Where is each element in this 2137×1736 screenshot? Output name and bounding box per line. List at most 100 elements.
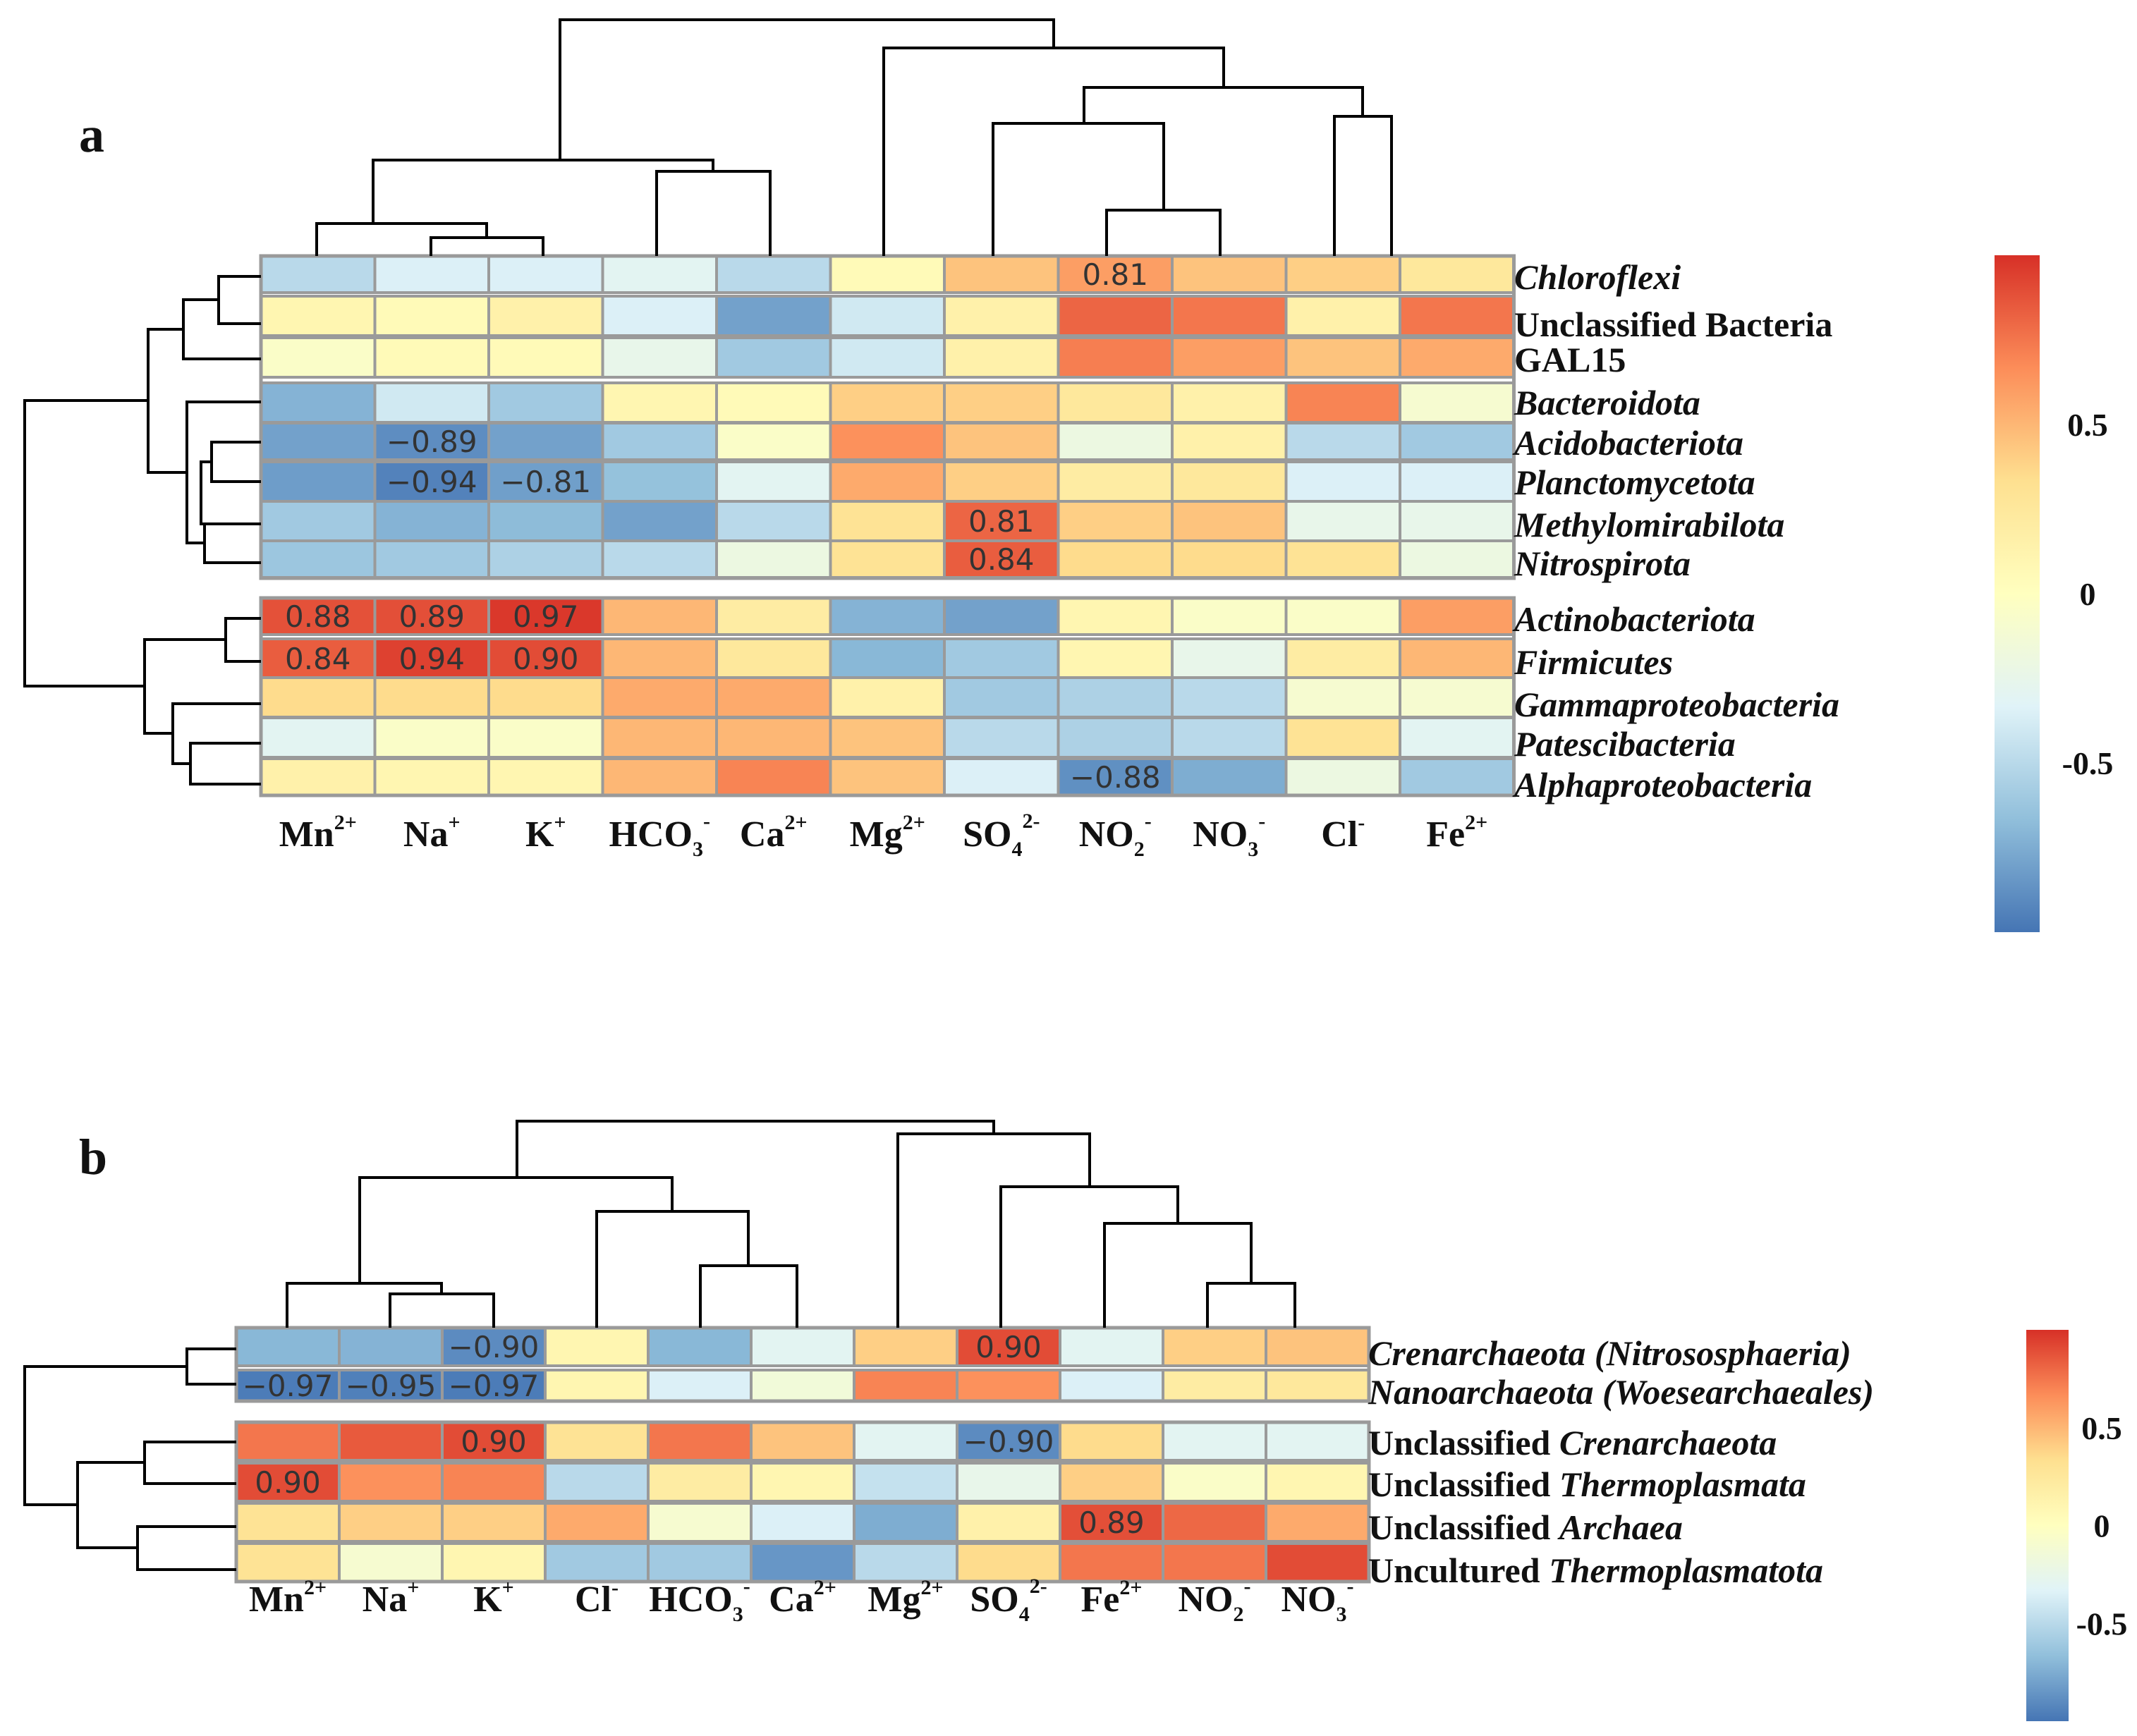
- cell-value-label: 0.89: [1078, 1505, 1145, 1540]
- heatmap-cell: [260, 500, 377, 542]
- colorbar-tick-label: 0.5: [2081, 1410, 2122, 1446]
- heatmap-cell: [487, 539, 604, 579]
- cell-value-label: 0.90: [461, 1424, 527, 1459]
- heatmap-cell: [715, 597, 832, 636]
- heatmap-cell: [441, 1326, 547, 1367]
- heatmap-cell: [1057, 422, 1174, 461]
- heatmap-cell: [715, 757, 832, 797]
- dendrogram-branch: [315, 222, 488, 256]
- heatmap-cell: [1162, 1369, 1267, 1402]
- column-label: Cl-: [1321, 811, 1365, 855]
- row-group-frame: [234, 1326, 1371, 1403]
- heatmap-cell: [1399, 422, 1516, 461]
- panel-b: b −0.90 0.90 −0.97 −0.95 −0.97 0.90 −0.90 0.90 0.…: [23, 1120, 2127, 1721]
- heatmap-cell: [601, 500, 718, 542]
- cell-value-label: −0.88: [1070, 760, 1161, 795]
- heatmap-cell: [1057, 295, 1174, 337]
- column-label: Ca2+: [740, 811, 808, 855]
- row-label: Chloroflexi: [1514, 257, 1681, 297]
- heatmap-cell: [601, 381, 718, 424]
- heatmap-cell: [487, 381, 604, 424]
- heatmap-cell: [829, 597, 946, 636]
- row-label: Acidobacteriota: [1512, 423, 1743, 463]
- heatmap-cell: [943, 295, 1060, 337]
- heatmap-cell: [829, 500, 946, 542]
- column-label: Na+: [363, 1576, 420, 1620]
- dendrogram-branch: [1103, 1222, 1253, 1328]
- heatmap-cell: [601, 676, 718, 719]
- row-label: Gammaproteobacteria: [1514, 685, 1839, 724]
- heatmap-cell: [1057, 381, 1174, 424]
- dendrogram-branch: [1105, 209, 1222, 256]
- colorbar-tick-label: 0: [2094, 1508, 2110, 1544]
- heatmap-cell: [1171, 597, 1288, 636]
- panel-a: a0.81−0.89−0.94 −0.810.810.840.88 0.89 0.97…: [23, 18, 2114, 932]
- heatmap-cell: [943, 422, 1060, 461]
- dendrogram-branch: [185, 401, 261, 544]
- column-dendrogram: [315, 18, 1393, 256]
- panel-label: b: [79, 1129, 107, 1185]
- row-label: Nanoarchaeota (Woesearchaeales): [1368, 1372, 1874, 1412]
- heatmap-cell: [829, 539, 946, 579]
- row-group-frame: [259, 254, 1516, 580]
- column-dendrogram: [286, 1120, 1296, 1328]
- heatmap-cell: [1057, 255, 1174, 294]
- heatmap-cell: [647, 1421, 753, 1462]
- heatmap-cell: [647, 1502, 753, 1543]
- heatmap-cell: [715, 295, 832, 337]
- heatmap-cell: [715, 716, 832, 759]
- heatmap-cell: [750, 1542, 856, 1583]
- heatmap-cell: [235, 1502, 341, 1543]
- row-label: Methylomirabilota: [1514, 505, 1784, 544]
- heatmap-cell: [544, 1421, 650, 1462]
- heatmap-cell: [1057, 597, 1174, 636]
- heatmap-cell: [647, 1462, 753, 1503]
- cell-value-label: 0.84: [968, 542, 1035, 577]
- heatmap-cell: [338, 1502, 444, 1543]
- heatmap-cell: [544, 1542, 650, 1583]
- row-label: Bacteroidota: [1514, 383, 1700, 422]
- heatmap-cell: [715, 676, 832, 719]
- dendrogram-branch: [286, 1282, 443, 1328]
- heatmap-cell: [1265, 1462, 1370, 1503]
- row-label: Nitrospirota: [1514, 544, 1691, 583]
- dendrogram-branch: [389, 1292, 495, 1328]
- dendrogram-branch: [1333, 115, 1393, 256]
- row-label: Uncultured Thermoplasmatota: [1368, 1551, 1823, 1590]
- heatmap-cell: [601, 597, 718, 636]
- heatmap-cell: [1059, 1369, 1164, 1402]
- heatmap-cell: [1265, 1326, 1370, 1367]
- colorbar-tick-label: -0.5: [2062, 745, 2114, 781]
- heatmap-cell: [544, 1462, 650, 1503]
- heatmap-cell: [829, 381, 946, 424]
- heatmap-cell: [956, 1326, 1061, 1367]
- heatmap-cell: [1171, 336, 1288, 379]
- heatmap-cell: [829, 757, 946, 797]
- row-label: Unclassified Thermoplasmata: [1368, 1465, 1806, 1504]
- column-label: SO42-: [970, 1575, 1047, 1626]
- heatmap-cell: [750, 1462, 856, 1503]
- heatmap-cell: [373, 676, 490, 719]
- heatmap-cell: [235, 1421, 341, 1462]
- heatmap-cell: [487, 637, 604, 680]
- column-label: NO3-: [1193, 809, 1265, 861]
- heatmap-cell: [373, 381, 490, 424]
- row-label: Crenarchaeota (Nitrososphaeria): [1368, 1333, 1851, 1373]
- heatmap-cell: [715, 336, 832, 379]
- heatmap-cell: [373, 422, 490, 461]
- heatmap-cell: [1399, 381, 1516, 424]
- dendrogram-branch: [559, 18, 1055, 160]
- heatmap-cell: [1059, 1502, 1164, 1543]
- dendrogram-branch: [699, 1264, 798, 1328]
- row-group-frame: [259, 596, 1516, 797]
- heatmap-cell: [1284, 460, 1401, 503]
- dendrogram-branch: [882, 47, 1225, 256]
- heatmap-cell: [1284, 422, 1401, 461]
- heatmap-cell: [1059, 1462, 1164, 1503]
- column-label: Mn2+: [249, 1576, 327, 1620]
- cell-value-label: −0.89: [386, 424, 477, 459]
- heatmap-cell: [260, 295, 377, 337]
- heatmap-cell: [260, 381, 377, 424]
- dendrogram-branch: [210, 441, 261, 483]
- column-label: Ca2+: [769, 1576, 836, 1620]
